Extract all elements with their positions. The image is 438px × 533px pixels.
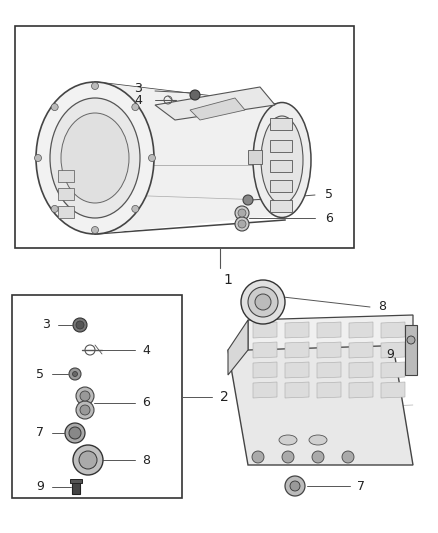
Polygon shape: [349, 362, 373, 378]
Circle shape: [248, 287, 278, 317]
Circle shape: [69, 427, 81, 439]
Circle shape: [255, 294, 271, 310]
Ellipse shape: [50, 98, 140, 218]
Circle shape: [76, 321, 84, 329]
Ellipse shape: [36, 82, 154, 234]
Bar: [70, 479, 82, 483]
Polygon shape: [155, 87, 275, 120]
Text: 3: 3: [42, 319, 50, 332]
Polygon shape: [285, 382, 309, 398]
Text: 5: 5: [325, 189, 333, 201]
Polygon shape: [317, 342, 341, 358]
Polygon shape: [381, 382, 405, 398]
Circle shape: [190, 90, 200, 100]
Polygon shape: [317, 382, 341, 398]
Circle shape: [51, 205, 58, 213]
Bar: [270, 118, 292, 130]
Text: 7: 7: [36, 426, 44, 440]
Text: 1: 1: [223, 273, 233, 287]
Text: 6: 6: [142, 397, 150, 409]
Circle shape: [290, 481, 300, 491]
Circle shape: [243, 195, 253, 205]
Circle shape: [51, 103, 58, 110]
Polygon shape: [317, 322, 341, 338]
Text: 2: 2: [220, 390, 229, 404]
Ellipse shape: [253, 102, 311, 217]
Polygon shape: [349, 322, 373, 338]
Text: 5: 5: [36, 367, 44, 381]
Circle shape: [238, 209, 246, 217]
Circle shape: [35, 155, 42, 161]
Polygon shape: [381, 362, 405, 378]
Circle shape: [92, 83, 99, 90]
Circle shape: [65, 423, 85, 443]
Circle shape: [238, 220, 246, 228]
Circle shape: [235, 206, 249, 220]
Text: 4: 4: [142, 343, 150, 357]
Bar: [58, 206, 74, 218]
Bar: [270, 140, 292, 152]
Polygon shape: [317, 362, 341, 378]
Circle shape: [285, 476, 305, 496]
Bar: [270, 160, 292, 172]
Polygon shape: [285, 342, 309, 358]
Bar: [270, 180, 292, 192]
Polygon shape: [349, 342, 373, 358]
Text: 4: 4: [134, 93, 142, 107]
Ellipse shape: [279, 435, 297, 445]
Circle shape: [241, 280, 285, 324]
Bar: [58, 170, 74, 182]
Bar: [248, 150, 262, 164]
Polygon shape: [381, 342, 405, 358]
Circle shape: [80, 405, 90, 415]
Polygon shape: [248, 315, 413, 350]
Text: 8: 8: [142, 454, 150, 466]
Text: 9: 9: [36, 481, 44, 494]
Text: 9: 9: [386, 349, 394, 361]
Circle shape: [342, 451, 354, 463]
Circle shape: [69, 368, 81, 380]
Circle shape: [407, 336, 415, 344]
Text: 7: 7: [357, 480, 365, 492]
Circle shape: [235, 217, 249, 231]
Polygon shape: [253, 322, 277, 338]
Polygon shape: [285, 362, 309, 378]
Polygon shape: [253, 362, 277, 378]
Circle shape: [73, 445, 103, 475]
Polygon shape: [95, 82, 285, 234]
Circle shape: [80, 391, 90, 401]
Circle shape: [79, 451, 97, 469]
Polygon shape: [349, 382, 373, 398]
Circle shape: [76, 401, 94, 419]
Bar: [58, 188, 74, 200]
Bar: [72, 481, 80, 494]
Circle shape: [92, 227, 99, 233]
Polygon shape: [228, 320, 248, 375]
Ellipse shape: [61, 113, 129, 203]
Circle shape: [132, 103, 139, 110]
Text: 8: 8: [378, 301, 386, 313]
Polygon shape: [381, 322, 405, 338]
Circle shape: [73, 318, 87, 332]
Ellipse shape: [261, 116, 303, 204]
Bar: [405, 325, 417, 375]
Circle shape: [76, 387, 94, 405]
Circle shape: [148, 155, 155, 161]
Polygon shape: [190, 98, 245, 120]
Polygon shape: [253, 342, 277, 358]
Circle shape: [73, 372, 78, 376]
Polygon shape: [285, 322, 309, 338]
Circle shape: [282, 451, 294, 463]
Bar: [15, 26, 354, 248]
Polygon shape: [228, 345, 413, 465]
Bar: [270, 200, 292, 212]
Ellipse shape: [309, 435, 327, 445]
Bar: [12, 295, 182, 498]
Circle shape: [312, 451, 324, 463]
Text: 3: 3: [134, 82, 142, 94]
Polygon shape: [253, 382, 277, 398]
Circle shape: [132, 205, 139, 213]
Circle shape: [252, 451, 264, 463]
Text: 6: 6: [325, 212, 333, 224]
